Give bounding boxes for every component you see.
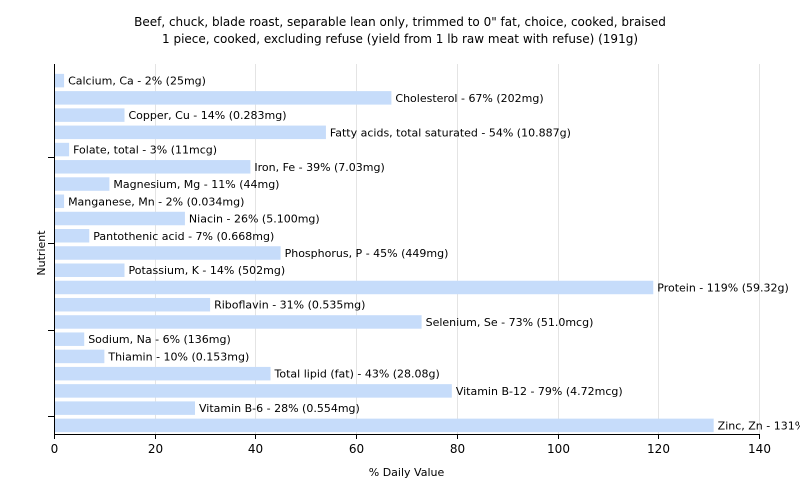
bar [55,349,105,364]
bar-label: Total lipid (fat) - 43% (28.08g) [274,368,440,381]
bar-label: Copper, Cu - 14% (0.283mg) [129,109,287,122]
bar [55,73,65,88]
chart-subtitle: 1 piece, cooked, excluding refuse (yield… [162,32,638,46]
bar [55,160,251,174]
x-tick-label: 100 [547,442,570,456]
bar [55,108,125,122]
bar-label: Vitamin B-6 - 28% (0.554mg) [199,402,360,415]
bar-label: Manganese, Mn - 2% (0.034mg) [68,195,244,208]
x-tick-label: 120 [647,442,670,456]
bar-label: Folate, total - 3% (11mcg) [73,144,217,157]
bar-label: Calcium, Ca - 2% (25mg) [68,75,206,88]
x-tick-label: 80 [450,442,465,456]
bar [55,297,211,312]
x-tick-label: 0 [51,442,59,456]
bar [55,280,654,295]
bar-label: Niacin - 26% (5.100mg) [189,213,320,226]
x-tick-label: 20 [148,442,163,456]
bar [55,263,125,277]
chart-title-block: Beef, chuck, blade roast, separable lean… [0,14,800,48]
bar [55,246,281,260]
bar [55,332,85,346]
bar-label: Iron, Fe - 39% (7.03mg) [254,161,384,174]
bar-label: Potassium, K - 14% (502mg) [129,264,286,277]
bar [55,194,65,209]
x-tick-label: 40 [248,442,263,456]
bar-label: Phosphorus, P - 45% (449mg) [285,247,449,260]
bar-label: Cholesterol - 67% (202mg) [395,92,543,105]
bar [55,315,422,329]
bar-label: Zinc, Zn - 131% (19.62mg) [718,419,800,432]
bar-label: Thiamin - 10% (0.153mg) [107,350,249,363]
y-axis-title: Nutrient [35,230,48,276]
bar [55,418,714,433]
chart-title: Beef, chuck, blade roast, separable lean… [134,15,666,29]
bar-label: Pantothenic acid - 7% (0.668mg) [93,230,274,243]
bar [55,366,271,381]
bar-label: Fatty acids, total saturated - 54% (10.8… [330,126,571,139]
bar [55,91,392,105]
bar [55,384,452,398]
x-tick-label: 140 [748,442,771,456]
bar-label: Sodium, Na - 6% (136mg) [88,333,231,346]
bar [55,229,90,243]
x-tick-label: 60 [349,442,364,456]
bars: Calcium, Ca - 2% (25mg) Cholesterol - 67%… [55,73,800,433]
bar [55,177,110,191]
bar [55,142,70,157]
bar-label: Vitamin B-12 - 79% (4.72mcg) [456,385,623,398]
bar-label: Magnesium, Mg - 11% (44mg) [113,178,279,191]
bar [55,125,326,140]
bar-label: Selenium, Se - 73% (51.0mcg) [426,316,594,329]
bar-label: Riboflavin - 31% (0.535mg) [214,299,365,312]
x-axis-title: % Daily Value [369,466,445,479]
axes: 0 20 40 60 80 100 120 140 [48,64,771,456]
bar-label: Protein - 119% (59.32g) [657,281,789,294]
bar [55,211,185,226]
bar [55,401,195,415]
